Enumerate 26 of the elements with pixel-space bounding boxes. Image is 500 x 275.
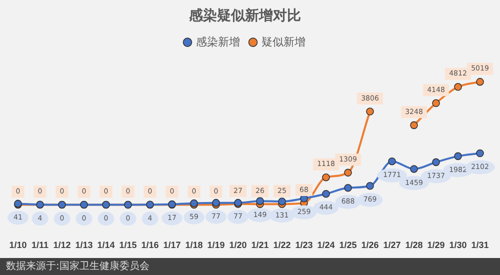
x-tick-label: 1/24 [317, 240, 335, 250]
x-tick-label: 1/12 [53, 240, 71, 250]
x-tick-label: 1/26 [361, 240, 379, 250]
x-tick-label: 1/22 [273, 240, 291, 250]
text: 数据来源于:国家卫生健康委员会 [0, 258, 500, 275]
x-tick-label: 1/30 [449, 240, 467, 250]
x-tick-label: 1/27 [383, 240, 401, 250]
x-tick-label: 1/14 [97, 240, 115, 250]
x-tick-label: 1/21 [251, 240, 269, 250]
x-tick-label: 1/11 [31, 240, 49, 250]
x-tick-label: 1/18 [185, 240, 203, 250]
legend-label: 感染新增 [196, 35, 240, 48]
x-tick-label: 1/10 [9, 240, 27, 250]
legend-label: 疑似新增 [262, 35, 306, 48]
x-tick-label: 1/20 [229, 240, 247, 250]
x-tick-label: 1/17 [163, 240, 181, 250]
x-tick-label: 1/28 [405, 240, 423, 250]
x-tick-label: 1/25 [339, 240, 357, 250]
x-tick-label: 1/23 [295, 240, 313, 250]
x-tick-label: 1/16 [141, 240, 159, 250]
x-tick-label: 1/13 [75, 240, 93, 250]
x-tick-label: 1/19 [207, 240, 225, 250]
chart-title: 感染疑似新增对比 [188, 7, 301, 24]
x-tick-label: 1/31 [471, 240, 489, 250]
x-tick-label: 1/29 [427, 240, 445, 250]
x-tick-label: 1/15 [119, 240, 137, 250]
